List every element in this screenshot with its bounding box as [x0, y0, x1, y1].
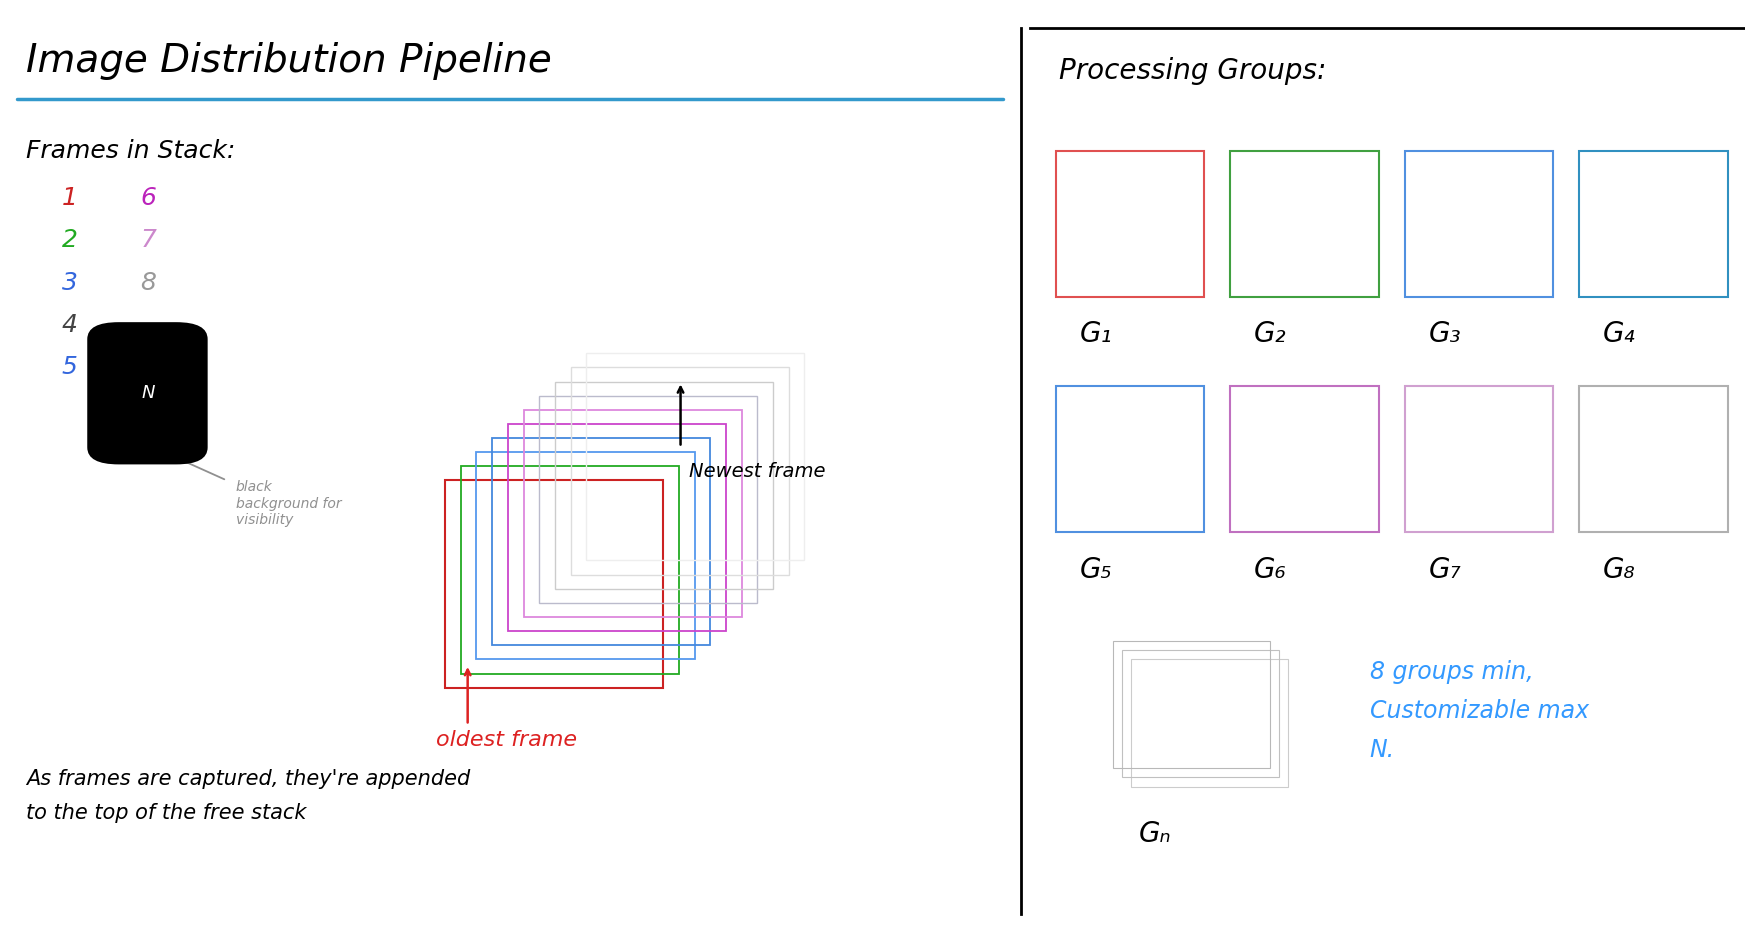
Bar — [571, 367, 789, 575]
Bar — [508, 424, 726, 631]
Text: Frames in Stack:: Frames in Stack: — [26, 138, 236, 163]
Bar — [524, 410, 742, 617]
Text: 3: 3 — [61, 270, 79, 295]
Bar — [539, 396, 757, 603]
Bar — [1113, 641, 1270, 768]
Text: 6: 6 — [140, 186, 157, 210]
Text: G₆: G₆ — [1255, 556, 1286, 584]
Bar — [445, 480, 663, 688]
Text: 8: 8 — [140, 270, 157, 295]
Text: As frames are captured, they're appended
to the top of the free stack: As frames are captured, they're appended… — [26, 769, 471, 823]
FancyBboxPatch shape — [87, 322, 208, 464]
Bar — [555, 382, 773, 589]
Text: G₈: G₈ — [1604, 556, 1635, 584]
Bar — [476, 452, 695, 659]
Bar — [1056, 151, 1204, 297]
Bar — [1056, 386, 1204, 532]
Text: 4: 4 — [61, 313, 79, 337]
Text: G₁: G₁ — [1080, 320, 1112, 349]
Text: 5: 5 — [61, 355, 79, 380]
Text: G₃: G₃ — [1429, 320, 1461, 349]
Bar — [461, 466, 679, 674]
Bar — [1131, 659, 1288, 787]
Text: Processing Groups:: Processing Groups: — [1059, 57, 1326, 85]
Text: G₄: G₄ — [1604, 320, 1635, 349]
Text: oldest frame: oldest frame — [436, 730, 578, 750]
Text: 8 groups min,
Customizable max
N.: 8 groups min, Customizable max N. — [1370, 660, 1590, 762]
Text: G₅: G₅ — [1080, 556, 1112, 584]
Text: Gₙ: Gₙ — [1139, 820, 1171, 848]
Text: black
background for
visibility: black background for visibility — [236, 480, 342, 527]
Text: 1: 1 — [61, 186, 79, 210]
Bar — [1579, 386, 1728, 532]
Text: G₇: G₇ — [1429, 556, 1461, 584]
Text: Image Distribution Pipeline: Image Distribution Pipeline — [26, 42, 551, 80]
Text: N: N — [141, 383, 155, 402]
Bar — [586, 353, 804, 560]
Bar — [492, 438, 710, 645]
Bar — [1230, 386, 1379, 532]
Bar — [1405, 386, 1553, 532]
Text: 2: 2 — [61, 228, 79, 252]
Bar — [1579, 151, 1728, 297]
Bar — [1230, 151, 1379, 297]
Text: 7: 7 — [140, 228, 157, 252]
Text: G₂: G₂ — [1255, 320, 1286, 349]
Bar — [1122, 650, 1279, 777]
Text: Newest frame: Newest frame — [689, 462, 825, 480]
Bar — [1405, 151, 1553, 297]
